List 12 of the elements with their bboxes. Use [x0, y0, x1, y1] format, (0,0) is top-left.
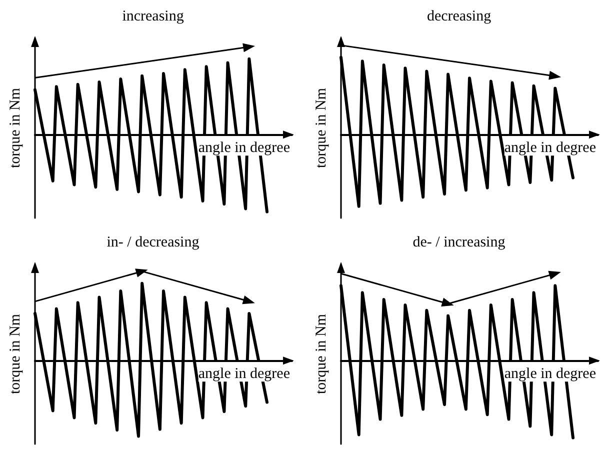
- x-axis-title: angle in degree: [504, 140, 596, 156]
- chart-title: decreasing: [426, 8, 492, 24]
- chart-title: in- / decreasing: [106, 234, 200, 250]
- x-axis-title: angle in degree: [198, 366, 290, 382]
- x-axis-title: angle in degree: [198, 140, 290, 156]
- y-axis-title: torque in Nm: [314, 88, 330, 168]
- y-axis-title: torque in Nm: [8, 88, 24, 168]
- x-axis-title: angle in degree: [504, 366, 596, 382]
- chart-title: de- / increasing: [412, 234, 506, 250]
- y-axis-title: torque in Nm: [8, 314, 24, 394]
- chart-title: increasing: [122, 8, 184, 24]
- y-axis-title: torque in Nm: [314, 314, 330, 394]
